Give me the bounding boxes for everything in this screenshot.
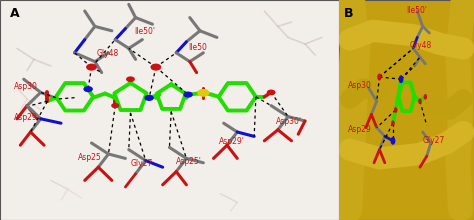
Circle shape <box>424 94 427 100</box>
Circle shape <box>394 107 397 113</box>
Text: Ile50: Ile50 <box>188 42 207 51</box>
Circle shape <box>86 64 97 71</box>
Text: Asp25: Asp25 <box>78 152 102 161</box>
Circle shape <box>83 86 93 92</box>
Circle shape <box>197 89 210 97</box>
Circle shape <box>399 75 403 83</box>
Text: A: A <box>10 7 20 20</box>
Text: Asp29: Asp29 <box>348 125 372 134</box>
Text: Gly27: Gly27 <box>423 136 445 145</box>
Text: Gly48: Gly48 <box>409 41 431 50</box>
Text: Asp29': Asp29' <box>219 137 245 146</box>
Circle shape <box>267 90 275 95</box>
Circle shape <box>150 64 161 71</box>
Circle shape <box>391 137 395 145</box>
Text: Gly27: Gly27 <box>130 159 153 168</box>
Circle shape <box>391 120 395 126</box>
Text: Asp30': Asp30' <box>276 117 302 126</box>
Circle shape <box>377 73 382 81</box>
Circle shape <box>418 98 422 104</box>
Circle shape <box>111 103 119 108</box>
Text: Asp30: Asp30 <box>348 81 372 90</box>
Text: Gly48: Gly48 <box>97 49 119 58</box>
Circle shape <box>126 76 135 82</box>
Text: Asp25': Asp25' <box>176 157 202 166</box>
Text: Ile50': Ile50' <box>406 6 428 15</box>
Text: Asp29: Asp29 <box>14 113 37 122</box>
Text: Ile50': Ile50' <box>134 27 155 36</box>
Text: B: B <box>344 7 354 20</box>
Circle shape <box>183 92 193 98</box>
Text: Asp30: Asp30 <box>14 82 37 91</box>
Circle shape <box>145 95 154 101</box>
